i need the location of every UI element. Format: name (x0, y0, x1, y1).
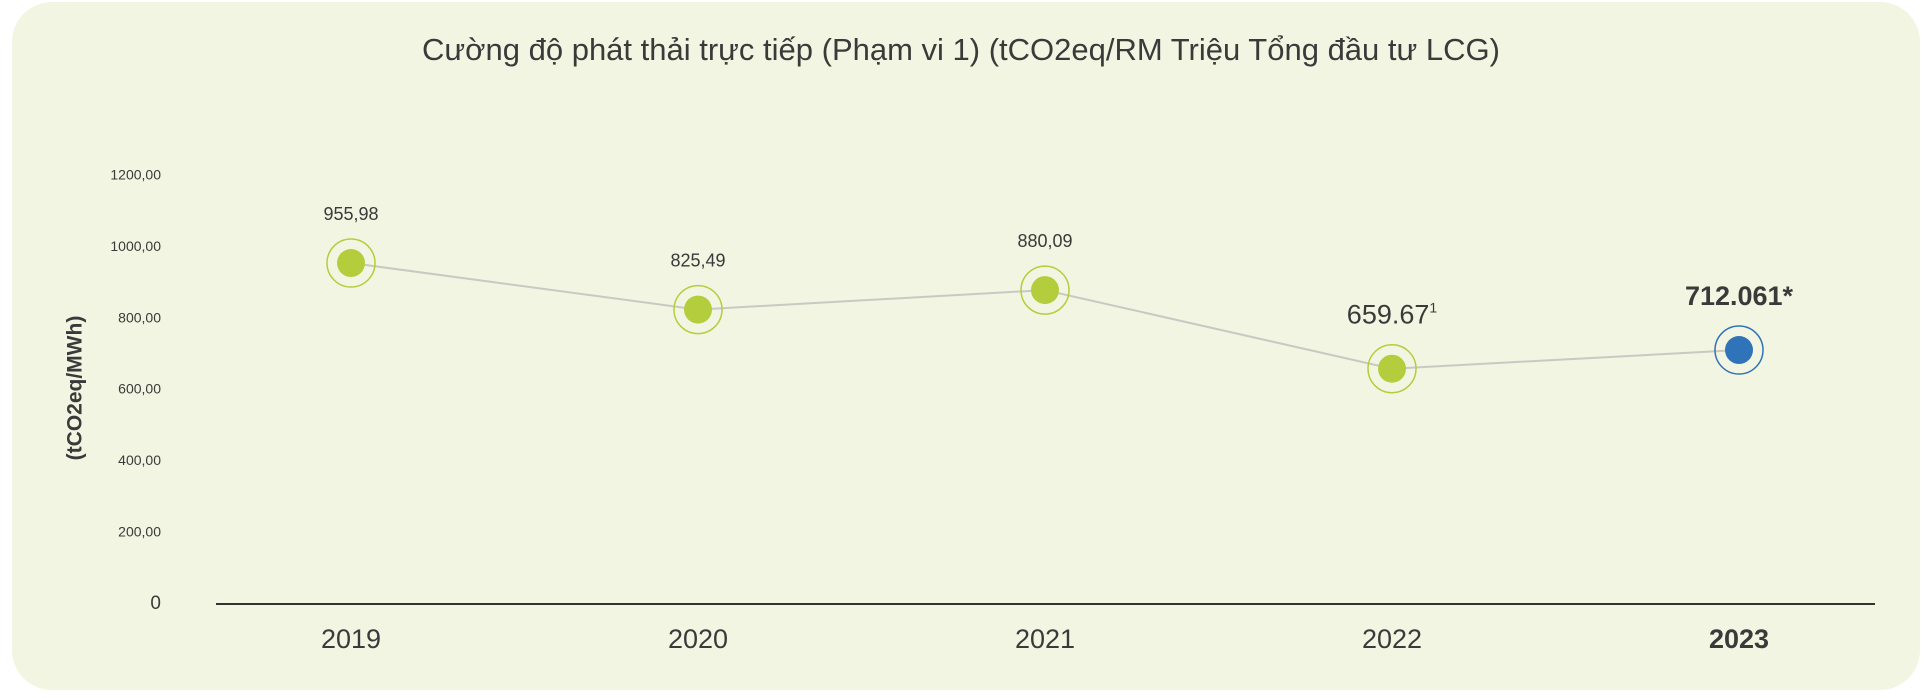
value-label-text: 659.67 (1347, 300, 1430, 330)
value-label-text: 712.061* (1685, 281, 1794, 311)
value-label: 880,09 (1017, 231, 1072, 251)
y-tick-label: 1000,00 (110, 238, 161, 254)
marker-ring (673, 284, 723, 335)
marker (1725, 336, 1753, 365)
value-label: 825,49 (670, 250, 725, 270)
chart-title: Cường độ phát thải trực tiếp (Phạm vi 1)… (422, 32, 1500, 67)
x-tick-label: 2019 (321, 624, 381, 654)
x-tick-label: 2020 (668, 624, 728, 654)
marker-ring (1714, 325, 1764, 375)
marker (684, 295, 712, 324)
marker (1378, 354, 1406, 383)
value-label-text: 955,98 (323, 204, 378, 224)
value-label-note: 1 (1429, 299, 1437, 315)
y-tick-label: 400,00 (118, 452, 161, 468)
y-axis-label: (tCO2eq/MWh) (64, 316, 87, 461)
marker-ring (326, 238, 376, 288)
value-label: 659.671 (1347, 299, 1438, 329)
marker-ring (1367, 343, 1417, 394)
value-label-text: 825,49 (670, 250, 725, 270)
y-tick-label: 0 (150, 593, 161, 614)
value-label: 955,98 (323, 204, 378, 224)
marker (1031, 276, 1059, 305)
card (12, 2, 1920, 690)
value-label: 712.061* (1685, 281, 1794, 311)
marker-ring (1020, 265, 1070, 315)
y-tick-label: 600,00 (118, 381, 161, 397)
marker (337, 249, 365, 278)
value-label-text: 880,09 (1017, 231, 1072, 251)
x-tick-label: 2021 (1015, 624, 1075, 654)
y-tick-label: 800,00 (118, 309, 161, 325)
x-tick-label: 2022 (1362, 624, 1422, 654)
x-tick-label: 2023 (1709, 624, 1769, 654)
y-tick-label: 1200,00 (110, 167, 161, 183)
y-tick-label: 200,00 (118, 523, 161, 539)
